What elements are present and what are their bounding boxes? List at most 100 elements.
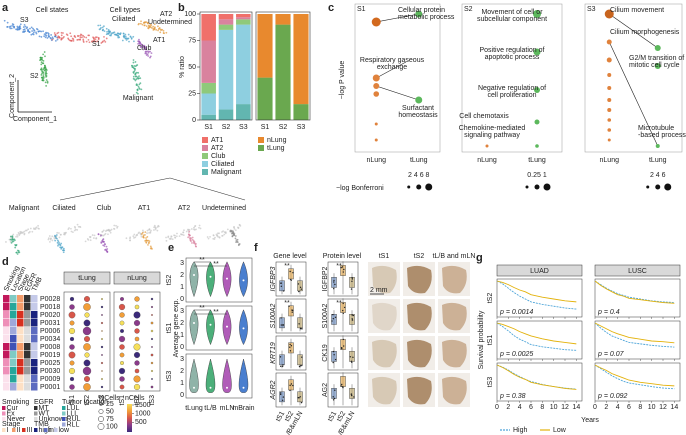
cell-dot (233, 226, 235, 228)
cell-dot (126, 37, 129, 40)
cell-dot (26, 26, 29, 29)
heat-cell (3, 359, 10, 367)
cell-dot (185, 230, 188, 233)
link (376, 85, 419, 101)
cell-dot (169, 238, 172, 240)
point (280, 317, 282, 319)
cell-dot (77, 34, 79, 37)
gene-label: AGR2 (270, 380, 277, 400)
legend-swatch (2, 428, 6, 432)
sig-label: ** (336, 263, 342, 270)
legend-swatch (202, 169, 208, 175)
heat-cell (10, 359, 17, 367)
cell-dot (6, 26, 9, 28)
cell-dot (105, 27, 108, 30)
dot (134, 360, 140, 366)
bar-segment (218, 29, 234, 110)
legend-swatch (34, 411, 38, 416)
cell-dot (188, 230, 191, 233)
cell-dot (27, 228, 30, 231)
survival-curve (496, 364, 577, 390)
legend-label: low (59, 427, 70, 434)
panel-frame (594, 278, 681, 318)
x-tick-label: tS3 (99, 395, 106, 406)
box (297, 280, 303, 292)
dot (101, 330, 103, 332)
link (608, 41, 659, 147)
cell-dot (24, 30, 27, 33)
point (333, 279, 335, 282)
cell-dot (143, 46, 146, 49)
point (340, 346, 343, 349)
term-label: Chemokine-mediated (459, 125, 526, 132)
dot (120, 329, 124, 333)
cell-dot (146, 229, 149, 232)
tissue (372, 376, 397, 405)
x-tick-label: S3 (239, 124, 248, 131)
median (193, 322, 195, 324)
cell-dot (33, 228, 36, 231)
panel-label: c (328, 2, 334, 14)
cell-dot (109, 229, 112, 232)
cell-dot (207, 237, 210, 240)
x-tick-label: S3 (297, 124, 306, 131)
cell-dot (142, 229, 144, 232)
violin (189, 309, 199, 346)
x-tick-label: 6 (529, 404, 533, 411)
cell-dot (70, 35, 73, 38)
p-value: p = 0.07 (597, 351, 625, 358)
cell-dot (97, 24, 100, 27)
row-label: P0009 (40, 376, 60, 383)
point (282, 396, 285, 398)
cell-dot (91, 40, 93, 43)
box (279, 391, 285, 403)
cell-dot (167, 235, 170, 238)
heat-cell (3, 303, 10, 311)
cell-dot (232, 231, 235, 234)
cell-dot (41, 78, 44, 81)
point (289, 270, 291, 273)
box (331, 388, 337, 399)
point (340, 385, 342, 387)
column-header: tS1 (379, 253, 390, 260)
y-tick-label: 1 (180, 284, 184, 291)
axis-label: Years (581, 417, 599, 424)
point (351, 318, 353, 320)
cell-dot (101, 234, 104, 237)
cell-dot (82, 34, 85, 37)
cell-dot (149, 50, 151, 53)
box (288, 268, 294, 280)
dot (68, 351, 76, 359)
cell-dot (22, 26, 25, 28)
cell-dot (146, 53, 149, 56)
y-tick-label: 3 (180, 260, 184, 267)
cell-dot (190, 237, 193, 240)
bar-segment (218, 109, 234, 120)
term-dot (607, 73, 612, 77)
term-dot (607, 118, 612, 122)
cell-dot (154, 227, 157, 230)
term-dot (606, 57, 612, 63)
cell-dot (103, 39, 106, 42)
cell-dot (51, 38, 54, 41)
cell-dot (103, 245, 106, 247)
point (340, 383, 343, 386)
size-key (664, 183, 672, 191)
size-labels: 2 4 6 8 (408, 172, 430, 179)
cell-dot (153, 226, 155, 229)
strip-title: tLung (78, 275, 96, 282)
point (290, 279, 292, 282)
size-labels: 2 4 6 (650, 172, 666, 179)
cell-dot (132, 75, 135, 78)
cell-dot (17, 251, 20, 254)
tissue (407, 302, 432, 331)
tissue (407, 376, 432, 405)
cell-dot (9, 27, 12, 30)
legend-swatch (34, 428, 38, 432)
subpanel-title: S1 (357, 6, 366, 13)
cell-dot (149, 231, 152, 233)
cluster-label: Malignant (123, 95, 153, 102)
cell-dot (16, 235, 19, 238)
heat-cell (10, 311, 17, 319)
x-tick-label: 2 (506, 404, 510, 411)
